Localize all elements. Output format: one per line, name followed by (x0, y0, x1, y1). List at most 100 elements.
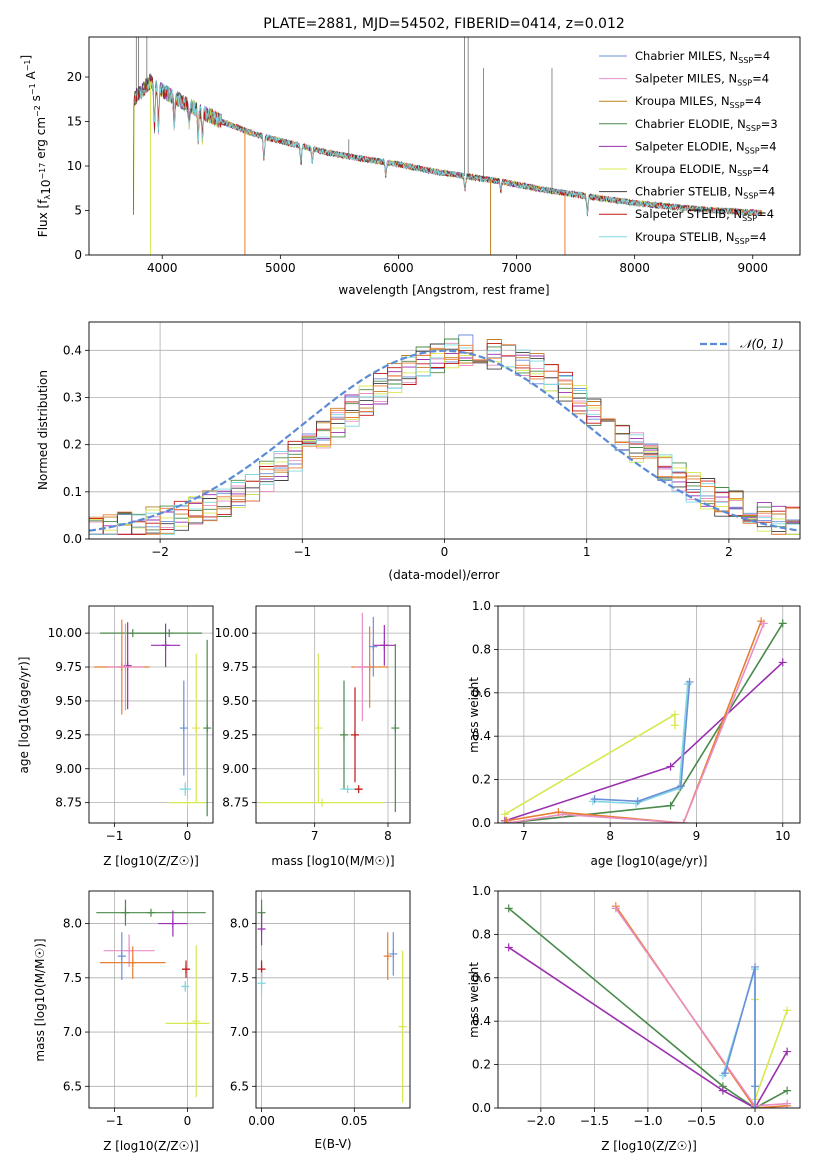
mass_vs_EBV-points (257, 899, 407, 1103)
data-point (182, 965, 191, 974)
legend-label-base: Salpeter STELIB, N (635, 207, 742, 221)
x-tick-label: 0 (184, 829, 192, 843)
y-axis-label-part: A (24, 70, 38, 83)
series-marker (504, 904, 513, 913)
series-marker (778, 619, 787, 628)
series-line (506, 622, 784, 823)
legend-label-sub: SSP (737, 169, 752, 178)
y-tick-label: 0.2 (472, 773, 491, 787)
x-axis-label: Z [log10(Z/Z☉)] (103, 1139, 199, 1153)
x-tick-label: 9000 (737, 261, 768, 275)
y-axis-label: Normed distribution (36, 370, 50, 490)
legend-label: Salpeter ELODIE, NSSP=4 (635, 139, 777, 155)
data-point (380, 641, 389, 650)
legend-label-sub: SSP (737, 79, 752, 88)
y-tick-label: 0.6 (472, 971, 491, 985)
y-tick-label: 8.75 (55, 796, 82, 810)
legend-label: Kroupa MILES, NSSP=4 (635, 94, 761, 110)
y-tick-label: 0.0 (472, 1101, 491, 1115)
x-tick-label: 0 (184, 1114, 192, 1128)
x-tick-label: 0.05 (341, 1114, 368, 1128)
series-line (594, 681, 691, 803)
data-point (168, 919, 177, 928)
legend-label-sub: SSP (742, 214, 757, 223)
y-tick-label: 0 (74, 248, 82, 262)
data-point (358, 663, 367, 672)
y-tick-label: 20 (67, 70, 82, 84)
series-marker (751, 1104, 760, 1108)
y-tick-label: 0.4 (63, 343, 82, 357)
y-tick-label: 15 (67, 115, 82, 129)
y-tick-label: 0.2 (472, 1058, 491, 1072)
y-axis-label: mass weight (467, 962, 481, 1038)
series-marker (721, 1069, 730, 1078)
y-axis-label-part: Flux [f (36, 199, 50, 237)
y-axis-label: mass [log10(M/M☉)] (33, 938, 47, 1061)
y-tick-label: 0.4 (472, 1014, 491, 1028)
series-marker (783, 1047, 792, 1056)
x-axis-label: Z [log10(Z/Z☉)] (601, 1139, 697, 1153)
x-tick-label: −2 (151, 545, 169, 559)
legend-label: Chabrier MILES, NSSP=4 (635, 49, 770, 65)
series-marker (751, 962, 760, 971)
chart-title: PLATE=2881, MJD=54502, FIBERID=0414, z=0… (263, 16, 625, 32)
mass_vs_Z-axes: −1 0 6.5 7.0 7.5 8.0 (63, 891, 213, 1128)
massweight_vs_age-frame (497, 605, 801, 824)
y-axis-label-part: erg cm (34, 117, 48, 163)
age_vs_Z-points (94, 619, 212, 817)
x-tick-label: 8 (606, 829, 614, 843)
data-point (351, 730, 359, 739)
y-tick-label: 6.5 (63, 1079, 82, 1093)
series-line (754, 999, 788, 1100)
x-axis-label: wavelength [Angstrom, rest frame] (338, 283, 549, 297)
x-tick-label: 9 (693, 829, 701, 843)
x-axis-label: E(B-V) (314, 1137, 351, 1151)
data-point (257, 979, 266, 988)
data-point (128, 629, 137, 638)
legend-label: Kroupa ELODIE, NSSP=4 (635, 162, 769, 178)
series-line (508, 946, 788, 1108)
y-tick-label: 0.8 (472, 642, 491, 656)
legend-label-base: Kroupa ELODIE, N (635, 162, 737, 176)
age_vs_Z-axes: −1 0 8.75 9.00 9.25 9.50 9.75 10.00 (48, 606, 213, 843)
legend-label-base: Salpeter ELODIE, N (635, 139, 745, 153)
x-tick-label: 8 (384, 829, 392, 843)
x-tick-label: −1 (293, 545, 311, 559)
x-axis-label: mass [log10(M/M☉)] (271, 854, 394, 868)
series-line (592, 684, 689, 805)
massweight_vs_Z-lines (504, 902, 792, 1108)
y-tick-label: 0.8 (472, 927, 491, 941)
x-tick-label: −1.0 (633, 1114, 662, 1128)
data-point (391, 724, 400, 733)
legend-label-sub: SSP (730, 101, 745, 110)
data-point (192, 1017, 201, 1026)
data-point (203, 724, 212, 733)
y-axis-label-part: 10 (39, 180, 53, 195)
y-tick-label: 8.0 (230, 917, 249, 931)
x-tick-label: 10 (775, 829, 790, 843)
legend-label-tail: =4 (758, 185, 775, 199)
series-line (508, 623, 765, 823)
x-tick-label: 7000 (501, 261, 532, 275)
legend-label: Chabrier STELIB, NSSP=4 (635, 185, 775, 201)
data-point (183, 1019, 192, 1028)
spectrum-frame (88, 36, 801, 256)
legend-label-tail: =4 (760, 139, 777, 153)
legend-label-base: Chabrier ELODIE, N (635, 117, 746, 131)
y-tick-label: 9.00 (222, 762, 249, 776)
data-point (128, 958, 137, 967)
legend-label-base: Kroupa MILES, N (635, 94, 730, 108)
y-tick-label: 5 (74, 204, 82, 218)
legend-label-base: Salpeter MILES, N (635, 72, 737, 86)
y-tick-label: 10 (67, 159, 82, 173)
y-tick-label: 9.75 (55, 660, 82, 674)
data-point (314, 724, 323, 733)
y-axis-label-part: −17 (38, 163, 47, 180)
age_vs_mass-axes: 7 8 8.75 9.00 9.25 9.50 9.75 10.00 (215, 606, 410, 843)
series-marker (783, 1086, 792, 1095)
data-point (183, 798, 192, 807)
legend-label: Chabrier ELODIE, NSSP=3 (635, 117, 778, 133)
data-point (398, 1022, 407, 1031)
normal-curve (89, 349, 798, 532)
data-point (257, 965, 266, 974)
